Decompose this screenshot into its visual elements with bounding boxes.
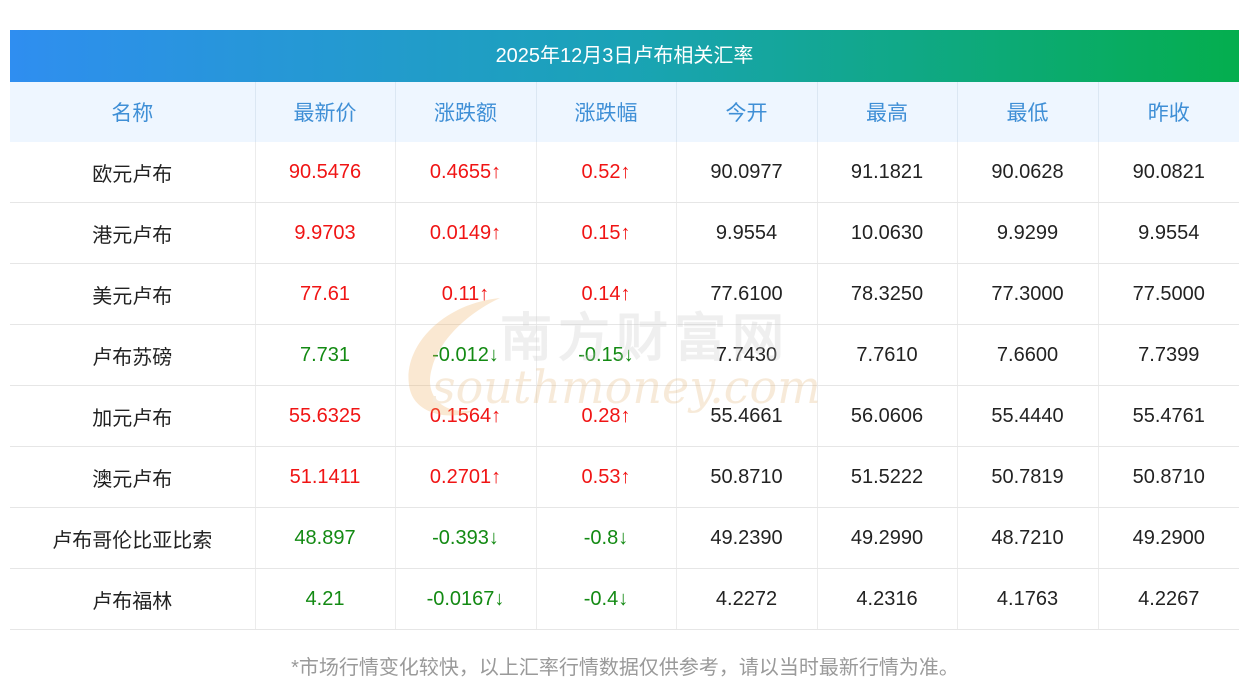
col-header-low: 最低 [957,82,1099,142]
cell-open: 90.0977 [676,142,818,203]
cell-latest: 7.731 [255,324,396,386]
cell-pct: 0.53↑ [536,446,677,508]
cell-prev: 49.2900 [1098,507,1239,569]
cell-name: 美元卢布 [10,263,256,325]
col-header-high: 最高 [817,82,958,142]
cell-open: 9.9554 [676,202,818,264]
cell-pct: 0.15↑ [536,202,677,264]
col-header-open: 今开 [676,82,818,142]
table-row: 美元卢布 77.61 0.11↑ 0.14↑ 77.6100 78.3250 77.3000… [10,263,1239,325]
cell-name: 澳元卢布 [10,446,256,508]
rate-table-panel: 2025年12月3日卢布相关汇率 名称 最新价 涨跌额 涨跌幅 今开 最高 最低… [10,30,1239,630]
cell-open: 77.6100 [676,263,818,325]
cell-pct: 0.14↑ [536,263,677,325]
cell-name: 卢布福林 [10,568,256,630]
cell-low: 90.0628 [957,142,1099,203]
cell-latest: 55.6325 [255,385,396,447]
cell-prev: 90.0821 [1098,142,1239,203]
header-row: 名称 最新价 涨跌额 涨跌幅 今开 最高 最低 昨收 [10,82,1239,142]
cell-high: 91.1821 [817,142,958,203]
cell-low: 77.3000 [957,263,1099,325]
cell-low: 7.6600 [957,324,1099,386]
cell-prev: 9.9554 [1098,202,1239,264]
cell-prev: 50.8710 [1098,446,1239,508]
col-header-pct: 涨跌幅 [536,82,677,142]
cell-low: 9.9299 [957,202,1099,264]
disclaimer-note: *市场行情变化较快，以上汇率行情数据仅供参考，请以当时最新行情为准。 [291,657,959,679]
cell-change: -0.393↓ [395,507,537,569]
col-header-name: 名称 [10,82,256,142]
cell-latest: 90.5476 [255,142,396,203]
table-row: 加元卢布 55.6325 0.1564↑ 0.28↑ 55.4661 56.0606 55.… [10,385,1239,447]
cell-latest: 48.897 [255,507,396,569]
cell-high: 78.3250 [817,263,958,325]
rate-table: 名称 最新价 涨跌额 涨跌幅 今开 最高 最低 昨收 欧元卢布 90.5476 0.… [10,82,1239,630]
cell-latest: 4.21 [255,568,396,630]
cell-prev: 55.4761 [1098,385,1239,447]
cell-change: 0.1564↑ [395,385,537,447]
cell-open: 4.2272 [676,568,818,630]
cell-low: 4.1763 [957,568,1099,630]
col-header-latest: 最新价 [255,82,396,142]
cell-low: 48.7210 [957,507,1099,569]
cell-pct: 0.52↑ [536,142,677,203]
cell-name: 卢布哥伦比亚比索 [10,507,256,569]
cell-open: 7.7430 [676,324,818,386]
cell-high: 7.7610 [817,324,958,386]
cell-low: 55.4440 [957,385,1099,447]
cell-name: 港元卢布 [10,202,256,264]
cell-pct: -0.8↓ [536,507,677,569]
cell-change: 0.4655↑ [395,142,537,203]
cell-change: 0.11↑ [395,263,537,325]
table-row: 欧元卢布 90.5476 0.4655↑ 0.52↑ 90.0977 91.1821 90.… [10,142,1239,203]
cell-change: -0.0167↓ [395,568,537,630]
cell-name: 欧元卢布 [10,142,256,203]
cell-latest: 51.1411 [255,446,396,508]
cell-name: 卢布苏磅 [10,324,256,386]
cell-prev: 4.2267 [1098,568,1239,630]
cell-open: 55.4661 [676,385,818,447]
cell-prev: 7.7399 [1098,324,1239,386]
table-row: 澳元卢布 51.1411 0.2701↑ 0.53↑ 50.8710 51.5222 50.… [10,446,1239,508]
cell-change: 0.2701↑ [395,446,537,508]
cell-open: 49.2390 [676,507,818,569]
col-header-change: 涨跌额 [395,82,537,142]
table-row: 港元卢布 9.9703 0.0149↑ 0.15↑ 9.9554 10.0630 9.929… [10,202,1239,264]
cell-change: 0.0149↑ [395,202,537,264]
cell-high: 51.5222 [817,446,958,508]
cell-pct: -0.4↓ [536,568,677,630]
cell-high: 56.0606 [817,385,958,447]
cell-prev: 77.5000 [1098,263,1239,325]
cell-latest: 9.9703 [255,202,396,264]
cell-pct: -0.15↓ [536,324,677,386]
cell-high: 10.0630 [817,202,958,264]
table-row: 卢布福林 4.21 -0.0167↓ -0.4↓ 4.2272 4.2316 4.1763 4… [10,568,1239,630]
cell-pct: 0.28↑ [536,385,677,447]
table-title: 2025年12月3日卢布相关汇率 [10,30,1239,82]
cell-open: 50.8710 [676,446,818,508]
cell-latest: 77.61 [255,263,396,325]
table-row: 卢布哥伦比亚比索 48.897 -0.393↓ -0.8↓ 49.2390 49.2990… [10,507,1239,569]
table-row: 卢布苏磅 7.731 -0.012↓ -0.15↓ 7.7430 7.7610 7.6600… [10,324,1239,386]
cell-low: 50.7819 [957,446,1099,508]
cell-high: 49.2990 [817,507,958,569]
cell-name: 加元卢布 [10,385,256,447]
cell-high: 4.2316 [817,568,958,630]
cell-change: -0.012↓ [395,324,537,386]
col-header-prev: 昨收 [1098,82,1239,142]
